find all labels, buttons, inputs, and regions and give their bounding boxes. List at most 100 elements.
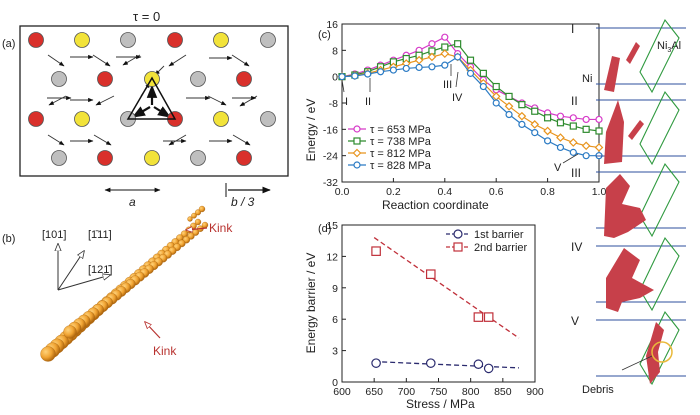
data-point-circle — [582, 152, 590, 160]
dislocation-atoms — [626, 42, 640, 64]
data-point-circle — [453, 229, 463, 239]
dir-121-label: [121̄] — [88, 264, 112, 276]
displacement-arrow — [207, 95, 227, 106]
atom-gray — [260, 111, 276, 127]
data-point-circle — [376, 68, 385, 76]
dislocation-atom — [198, 205, 206, 213]
y-tick-label: 3 — [332, 346, 338, 358]
dislocation-atom — [187, 216, 193, 222]
chart-d-xlabel: Stress / MPa — [406, 397, 475, 411]
debris-pointer — [621, 355, 653, 371]
legend-label: τ = 828 MPa — [370, 160, 432, 172]
data-point-circle — [569, 114, 577, 122]
annot-V-arrow — [562, 153, 579, 164]
displacement-arrow — [92, 54, 111, 67]
panel-a: (a) τ = 0 a b / 3 — [2, 9, 289, 209]
displacement-arrow — [168, 134, 187, 146]
precipitate-outline — [639, 310, 680, 386]
precipitate-outline — [639, 236, 680, 312]
data-point-circle — [582, 115, 590, 124]
atom-red — [167, 32, 183, 48]
kink-bottom-label: Kink — [153, 344, 177, 358]
data-point-diamond — [504, 101, 514, 111]
kink-top-label: Kink — [209, 221, 233, 235]
y-tick-label: 0 — [332, 377, 338, 389]
panel-d-label: (d) — [318, 223, 331, 235]
dislocation-atom — [195, 209, 201, 216]
data-point-circle — [531, 129, 539, 137]
data-point-diamond — [543, 126, 552, 136]
data-point-circle — [518, 120, 526, 128]
displacement-arrow — [122, 54, 141, 66]
data-point-diamond — [568, 138, 578, 147]
x-tick-label: 0.6 — [489, 186, 504, 198]
data-point-square — [543, 114, 552, 122]
data-point-circle — [454, 53, 462, 61]
core-arrow-right — [153, 106, 172, 118]
data-point-diamond — [556, 133, 565, 142]
data-point-circle — [402, 64, 410, 73]
atom-gray — [190, 150, 206, 166]
panel-c-label: (c) — [318, 29, 331, 41]
snapshot-label: I — [571, 22, 574, 36]
atom-red — [28, 32, 44, 48]
x-tick-label: 0.8 — [540, 186, 555, 198]
chart-d-series — [371, 237, 520, 374]
atom-red — [97, 150, 113, 166]
x-tick-label: 1.0 — [592, 186, 607, 198]
data-point-square — [505, 92, 513, 101]
snapshot-III: III — [571, 162, 686, 238]
dislocation-atom — [191, 212, 197, 219]
dir-m111-label: [1̄11] — [88, 229, 112, 241]
chart-c-series — [337, 33, 604, 160]
atom-gray — [190, 71, 206, 87]
x-tick-label: 850 — [494, 386, 512, 398]
precipitate-outline — [639, 162, 680, 238]
data-point-circle — [428, 63, 436, 71]
annot-III: III — [443, 79, 452, 91]
dislocation-atoms — [646, 322, 664, 384]
atom-gray — [120, 32, 136, 48]
atom-yellow — [74, 32, 90, 48]
dir-101-label: [101] — [42, 229, 66, 241]
atom-gray — [260, 32, 276, 48]
annot-IV-arrow — [455, 71, 459, 88]
legend-label: τ = 812 MPa — [370, 148, 432, 160]
annot-I-arrow — [341, 79, 345, 93]
data-point-circle — [569, 148, 577, 156]
x-tick-label: 0.2 — [386, 186, 401, 198]
panel-a-frame — [19, 25, 289, 177]
kink-bottom-arrow — [145, 322, 161, 339]
data-point-square — [371, 246, 381, 256]
y-tick-label: 0 — [332, 72, 338, 84]
y-tick-label: 15 — [326, 220, 338, 232]
data-point-square — [531, 107, 539, 115]
precipitate-outline — [639, 18, 680, 94]
x-tick-label: 650 — [365, 386, 383, 398]
data-point-square — [582, 125, 590, 133]
lattice-atoms — [28, 32, 276, 166]
debris-label: Debris — [582, 384, 614, 396]
chart-c-xlabel: Reaction coordinate — [382, 198, 489, 212]
snapshot-label: III — [571, 166, 581, 180]
dislocation-atoms — [604, 100, 624, 164]
burgers-triangle — [126, 76, 177, 120]
x-tick-label: 0.4 — [437, 186, 452, 198]
data-point-circle — [492, 99, 500, 107]
snapshot-label: V — [571, 314, 579, 328]
data-point-circle — [338, 73, 346, 81]
atom-gray — [51, 71, 67, 87]
dislocation-atoms — [606, 248, 654, 312]
atom-yellow — [213, 111, 229, 127]
fit-line — [374, 360, 519, 369]
data-point-diamond — [581, 141, 591, 151]
x-tick-label: 750 — [430, 386, 448, 398]
dislocation-atom — [194, 218, 202, 226]
legend-label: τ = 653 MPa — [370, 124, 432, 136]
atom-red — [236, 71, 252, 87]
data-point-square — [479, 69, 487, 77]
a-scale-label: a — [129, 195, 136, 209]
atom-yellow — [213, 32, 229, 48]
